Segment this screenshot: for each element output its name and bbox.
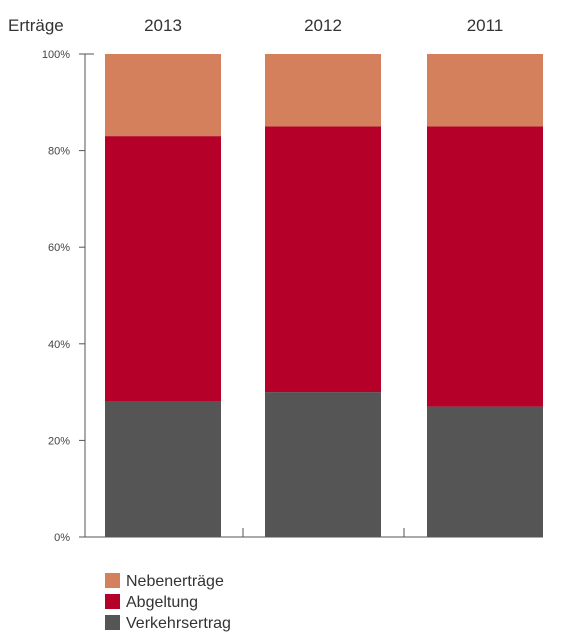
category-label: 2011 <box>467 16 504 35</box>
y-tick-label: 60% <box>48 242 70 254</box>
y-tick-label: 20% <box>48 435 70 447</box>
bar-segment-abgeltung-2012 <box>265 126 381 393</box>
y-tick-label: 0% <box>54 532 70 544</box>
legend-label: Verkehrsertrag <box>126 615 231 632</box>
legend-swatch <box>105 594 120 609</box>
legend-swatch <box>105 573 120 588</box>
bar-segment-verkehrsertrag-2011 <box>427 406 543 537</box>
y-tick-label: 100% <box>42 49 70 61</box>
bar-segment-abgeltung-2011 <box>427 126 543 407</box>
chart-title: Erträge <box>8 16 64 35</box>
bar-segment-nebenerträge-2012 <box>265 54 381 127</box>
legend-label: Nebenerträge <box>126 573 224 590</box>
category-label: 2013 <box>144 16 182 35</box>
category-labels: 2013 2012 2011 <box>144 16 503 35</box>
bars <box>105 54 543 537</box>
bar-segment-nebenerträge-2011 <box>427 54 543 127</box>
bar-segment-verkehrsertrag-2013 <box>105 401 221 537</box>
bar-segment-verkehrsertrag-2012 <box>265 392 381 537</box>
bar-segment-nebenerträge-2013 <box>105 54 221 137</box>
legend-swatch <box>105 615 120 630</box>
y-tick-label: 80% <box>48 146 70 158</box>
legend: Nebenerträge Abgeltung Verkehrsertrag <box>105 573 231 632</box>
category-label: 2012 <box>304 16 342 35</box>
legend-label: Abgeltung <box>126 594 198 611</box>
bar-segment-abgeltung-2013 <box>105 136 221 402</box>
y-tick-label: 40% <box>48 339 70 351</box>
